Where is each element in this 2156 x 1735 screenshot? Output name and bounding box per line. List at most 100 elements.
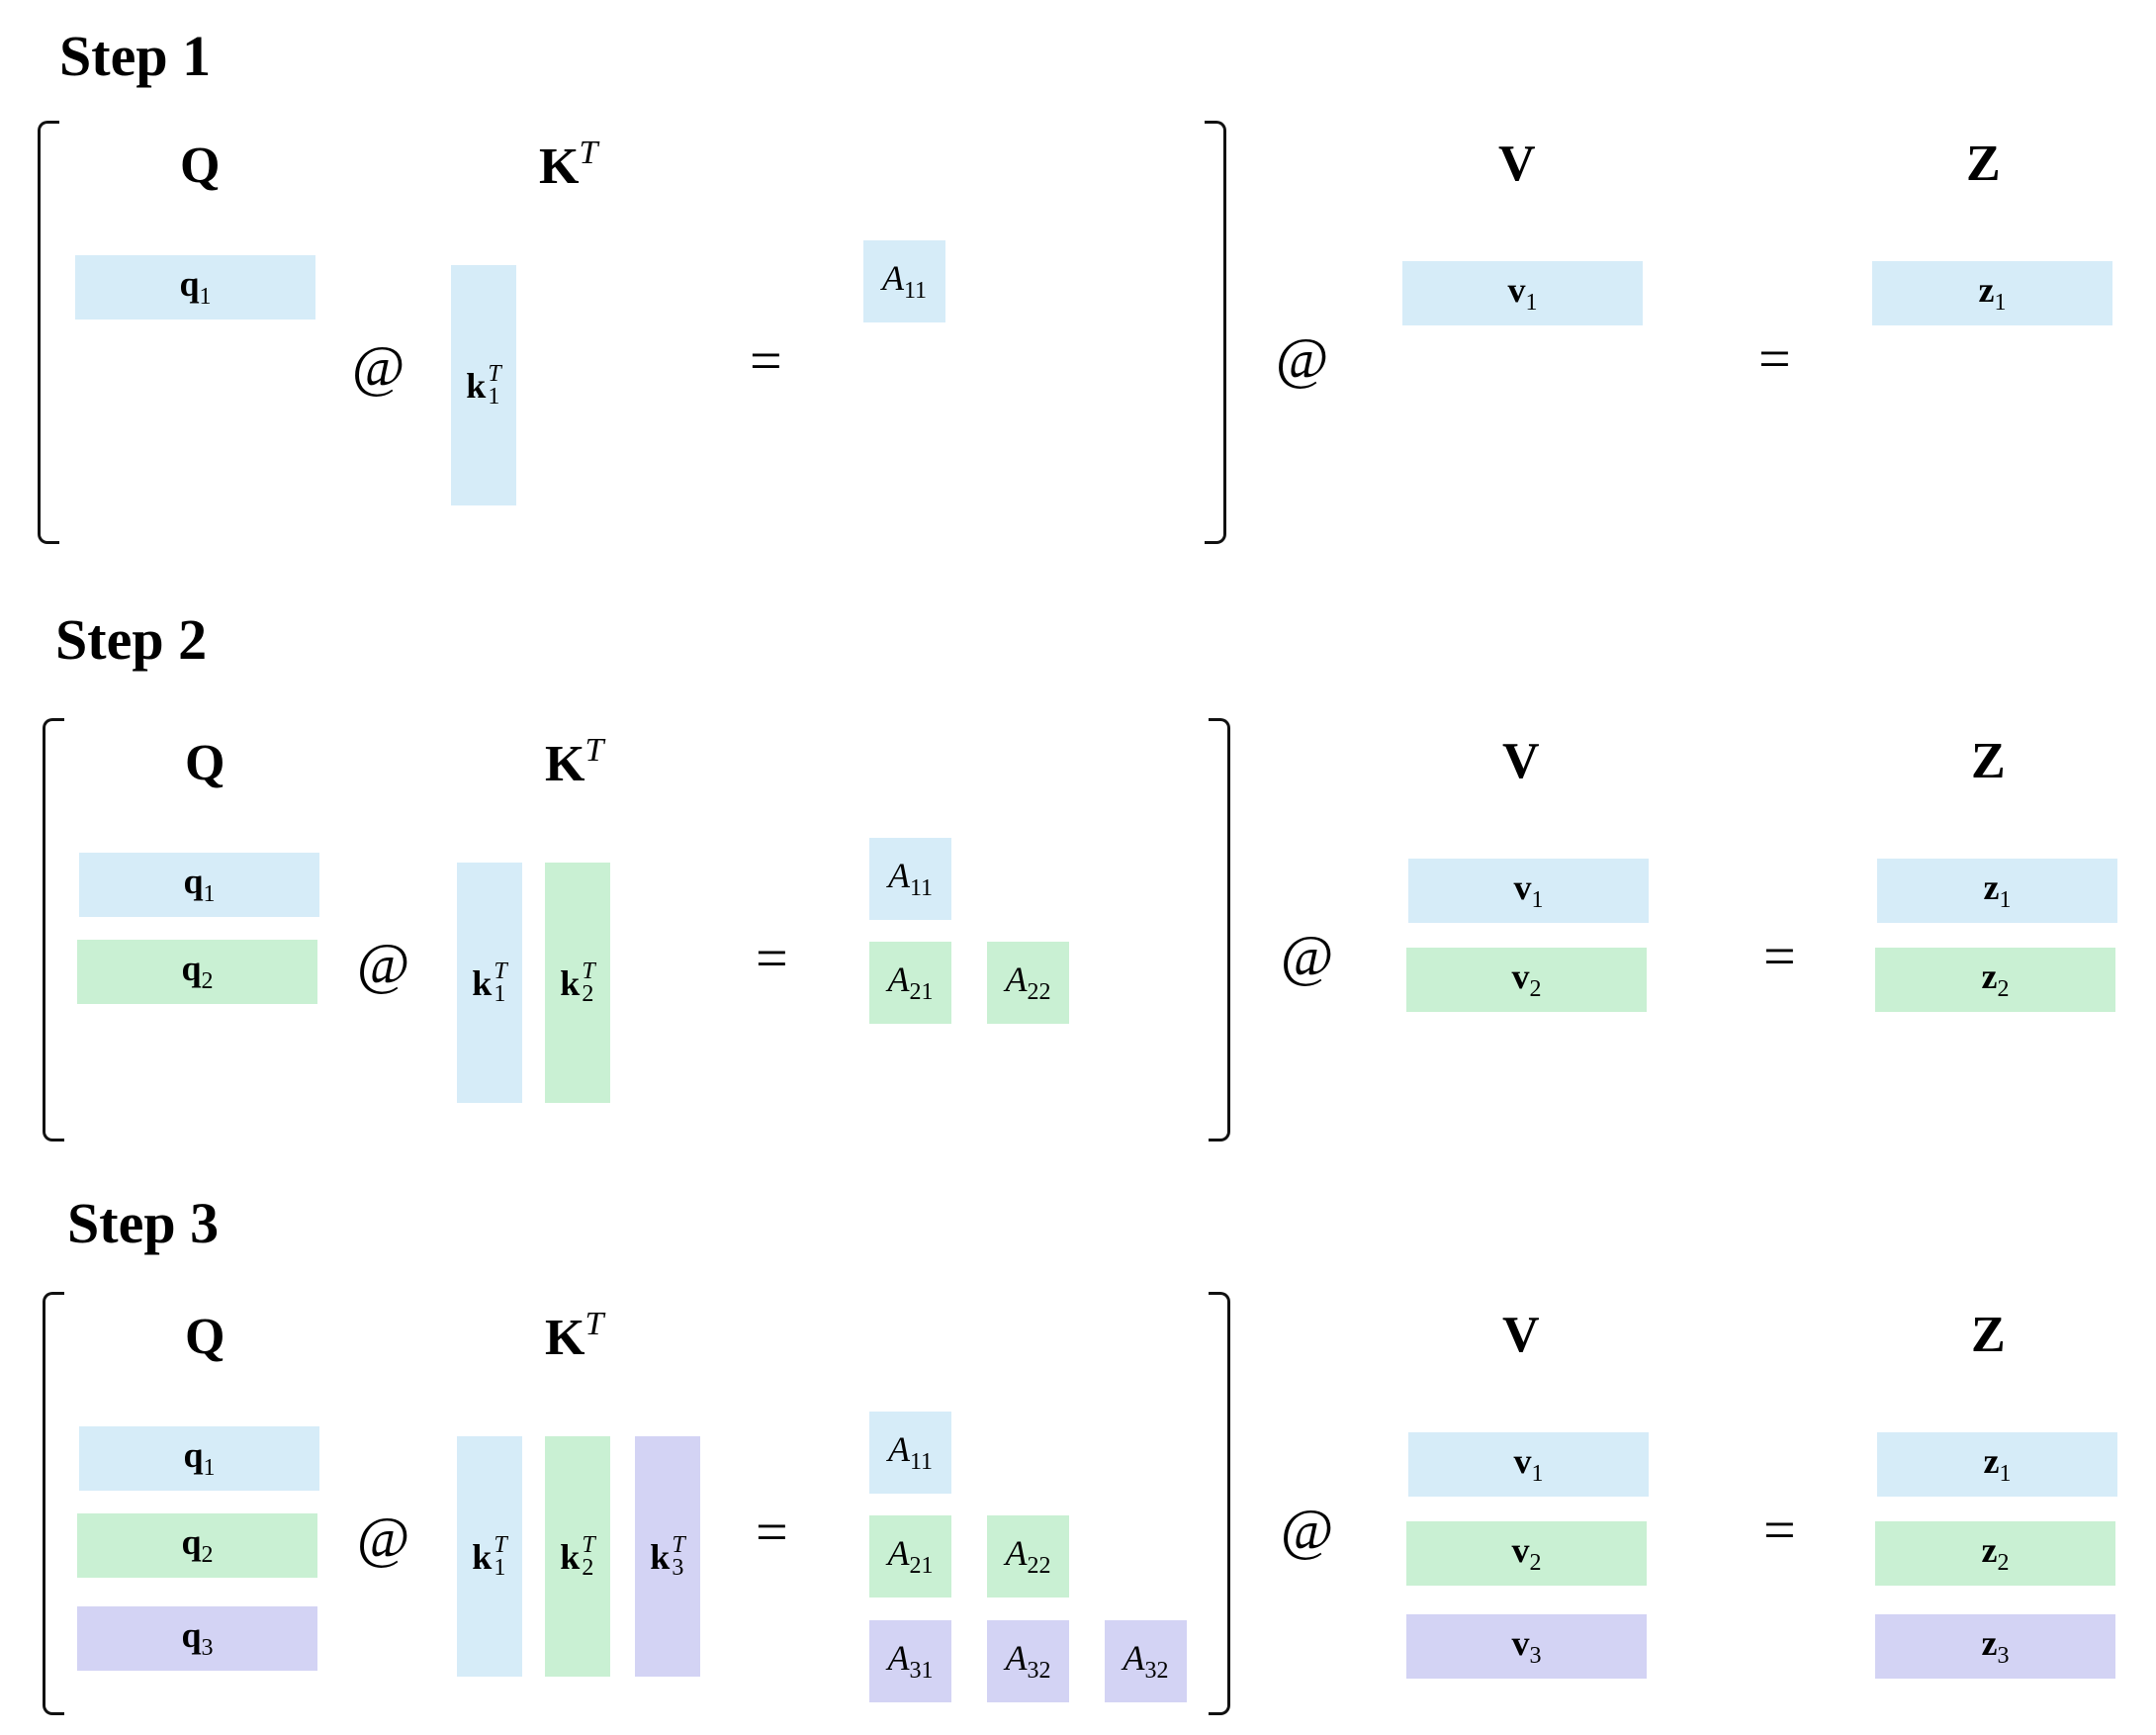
step-title: Step 2 <box>55 607 208 672</box>
right-bracket <box>1209 718 1230 1141</box>
vector-label: z3 <box>1981 1623 2010 1670</box>
z-row-3: z3 <box>1875 1614 2115 1679</box>
z-row-2: z2 <box>1875 948 2115 1012</box>
vector-label: q1 <box>179 264 212 311</box>
attention-entry: A11 <box>881 258 928 305</box>
attention-entry: A32 <box>1123 1638 1169 1685</box>
z-row-1: z1 <box>1877 859 2117 923</box>
vector-label: z2 <box>1981 957 2010 1003</box>
vector-label: v2 <box>1511 957 1542 1003</box>
kt-matrix-label: KT <box>545 734 603 790</box>
v-row-1: v1 <box>1408 1432 1649 1497</box>
z-matrix-label: Z <box>1971 733 2006 789</box>
k-symbol: K <box>539 138 580 195</box>
k-symbol: K <box>545 736 585 792</box>
kt-matrix-label: KT <box>545 1308 603 1364</box>
vector-label: v3 <box>1511 1623 1542 1670</box>
equals-operator: = <box>1763 1498 1796 1562</box>
attention-entry: A11 <box>887 856 934 902</box>
equals-operator: = <box>750 328 782 393</box>
q-row-2: q2 <box>77 1513 317 1578</box>
vector-label: z1 <box>1983 868 2012 914</box>
q-row-3: q3 <box>77 1606 317 1671</box>
attention-entry: A31 <box>887 1638 934 1685</box>
matmul-operator: @ <box>1281 1498 1334 1562</box>
attention-entry: A22 <box>1005 1533 1051 1580</box>
attention-entry: A11 <box>887 1429 934 1476</box>
a-cell-33: A32 <box>1105 1620 1187 1702</box>
v-matrix-label: V <box>1498 136 1536 192</box>
a-cell-11: A11 <box>863 240 945 322</box>
right-bracket <box>1205 121 1226 544</box>
q-row-1: q1 <box>75 255 315 320</box>
left-bracket <box>38 121 59 544</box>
a-cell-31: A31 <box>869 1620 951 1702</box>
vector-label: q1 <box>183 862 216 908</box>
right-bracket <box>1209 1292 1230 1715</box>
a-cell-22: A22 <box>987 942 1069 1024</box>
q-row-1: q1 <box>79 1426 319 1491</box>
vector-label: z1 <box>1978 270 2007 317</box>
a-cell-21: A21 <box>869 1515 951 1598</box>
vector-label: v1 <box>1507 270 1538 317</box>
z-row-1: z1 <box>1872 261 2112 325</box>
equals-operator: = <box>1763 924 1796 988</box>
left-bracket <box>43 718 64 1141</box>
a-cell-11: A11 <box>869 1412 951 1494</box>
attention-entry: A32 <box>1005 1638 1051 1685</box>
k-symbol: K <box>545 1310 585 1366</box>
vector-label: v2 <box>1511 1530 1542 1577</box>
a-cell-32: A32 <box>987 1620 1069 1702</box>
matmul-operator: @ <box>357 932 410 996</box>
vector-label: v1 <box>1513 868 1544 914</box>
transpose-superscript: T <box>579 135 598 171</box>
matmul-operator: @ <box>1276 326 1329 391</box>
attention-entry: A22 <box>1005 959 1051 1006</box>
z-row-2: z2 <box>1875 1521 2115 1586</box>
q-row-2: q2 <box>77 940 317 1004</box>
q-row-1: q1 <box>79 853 319 917</box>
kt-matrix-label: KT <box>539 137 597 193</box>
z-matrix-label: Z <box>1966 136 2001 192</box>
vector-label: q2 <box>181 949 214 995</box>
v-row-1: v1 <box>1402 261 1643 325</box>
left-bracket <box>43 1292 64 1715</box>
transpose-superscript: T <box>584 1306 604 1342</box>
vector-label: q2 <box>181 1522 214 1569</box>
step-title: Step 3 <box>67 1191 220 1255</box>
v-row-3: v3 <box>1406 1614 1647 1679</box>
v-row-1: v1 <box>1408 859 1649 923</box>
v-row-2: v2 <box>1406 948 1647 1012</box>
q-matrix-label: Q <box>185 1309 225 1365</box>
a-cell-21: A21 <box>869 942 951 1024</box>
equals-operator: = <box>756 1500 788 1564</box>
transpose-superscript: T <box>584 732 604 769</box>
q-matrix-label: Q <box>185 735 225 791</box>
v-row-2: v2 <box>1406 1521 1647 1586</box>
matmul-operator: @ <box>1281 924 1334 988</box>
attention-entry: A21 <box>887 959 934 1006</box>
a-cell-11: A11 <box>869 838 951 920</box>
step-title: Step 1 <box>59 24 212 88</box>
v-matrix-label: V <box>1502 1307 1540 1363</box>
attention-entry: A21 <box>887 1533 934 1580</box>
vector-label: q3 <box>181 1615 214 1662</box>
vector-label: q1 <box>183 1435 216 1482</box>
matmul-operator: @ <box>357 1506 410 1570</box>
equals-operator: = <box>1758 326 1791 391</box>
